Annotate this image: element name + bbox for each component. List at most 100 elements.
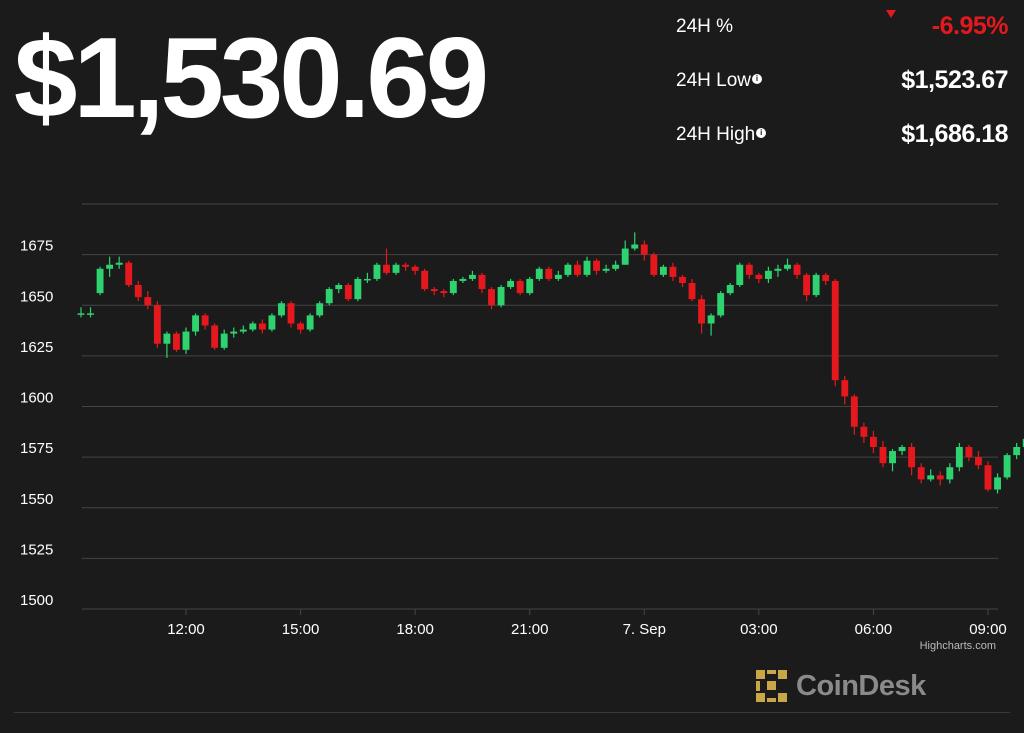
candle-body — [889, 451, 896, 464]
stats-panel: 24H % -6.95% 24H Low i $1,523.67 24H High… — [676, 6, 1009, 168]
info-icon[interactable]: i — [756, 128, 767, 138]
price-chart[interactable]: 1500 1525 1550 1575 1600 1625 1650 1675 12:00 15… — [0, 180, 1024, 650]
candle-body — [230, 331, 238, 334]
highcharts-credit[interactable]: Highcharts.com — [919, 640, 996, 652]
down-arrow-icon — [886, 10, 896, 18]
y-tick-label: 1675 — [20, 238, 53, 255]
candle-body — [106, 264, 114, 269]
candle-body — [134, 285, 142, 298]
candle-body — [516, 280, 524, 294]
candle-body — [994, 477, 1001, 490]
stat-high-label: 24H High — [676, 124, 756, 145]
candle-body — [812, 274, 820, 296]
candle-body — [554, 274, 562, 279]
candle-body — [650, 254, 658, 275]
candle-body — [850, 396, 858, 427]
x-tick-label: 12:00 — [167, 621, 205, 638]
candle-body — [803, 274, 811, 296]
candle-body — [163, 333, 171, 344]
candle-body — [965, 447, 973, 458]
candle-body — [936, 475, 944, 480]
stat-change: 24H % -6.95% — [676, 6, 1009, 60]
candle-body — [77, 313, 85, 315]
candle-body — [87, 313, 94, 315]
y-tick-label: 1525 — [20, 541, 53, 558]
stat-change-value: -6.95% — [931, 12, 1009, 40]
candle-body — [459, 278, 467, 281]
candle-body — [612, 264, 620, 269]
candle-body — [955, 447, 963, 468]
candle-body — [201, 315, 209, 326]
y-tick-label: 1500 — [20, 592, 53, 609]
candle-body — [764, 270, 772, 279]
candle-body — [192, 315, 199, 332]
candle-body — [115, 262, 123, 265]
coindesk-mark-icon — [756, 670, 787, 702]
candle-body — [698, 299, 706, 324]
candle-body — [239, 329, 247, 332]
candle-body — [153, 305, 161, 344]
y-tick-label: 1650 — [20, 288, 53, 305]
candle-body — [879, 447, 887, 464]
candle-body — [488, 289, 495, 306]
candle-body — [297, 323, 305, 330]
stat-change-label: 24H % — [676, 16, 734, 37]
candle-body — [831, 280, 839, 381]
candle-body — [449, 280, 457, 294]
candle-body — [1022, 438, 1024, 447]
candle-body — [316, 303, 324, 316]
y-tick-label: 1625 — [20, 339, 53, 356]
candle-body — [793, 264, 801, 275]
candle-body — [258, 323, 266, 330]
brand-name: CoinDesk — [796, 670, 926, 702]
candle-body — [860, 426, 868, 437]
candle-body — [287, 303, 295, 324]
candle-body — [497, 287, 505, 306]
candle-body — [593, 260, 600, 271]
info-icon[interactable]: i — [752, 74, 762, 84]
candle-body — [669, 266, 677, 277]
candle-body — [402, 264, 410, 267]
candle-body — [659, 266, 667, 275]
grid-lines — [82, 203, 998, 610]
candle-body — [440, 291, 448, 294]
y-tick-label: 1600 — [20, 390, 53, 407]
candle-body — [478, 274, 486, 290]
candle-body — [755, 274, 763, 279]
candle-body — [927, 475, 935, 480]
candle-body — [908, 447, 916, 468]
x-axis: 12:00 15:00 18:00 21:00 7. Sep 03:00 06:00 09:0… — [167, 609, 1007, 638]
x-tick-label: 15:00 — [282, 621, 320, 638]
candle-body — [621, 248, 629, 265]
candle-body — [344, 285, 352, 300]
candle-body — [784, 264, 791, 269]
candle-body — [975, 457, 982, 466]
candle-body — [640, 244, 648, 255]
candle-body — [220, 333, 228, 348]
candles — [77, 232, 1024, 494]
candle-body — [430, 289, 438, 292]
x-tick-label: 09:00 — [969, 621, 1007, 638]
y-tick-label: 1550 — [20, 491, 53, 508]
candle-body — [383, 264, 390, 273]
y-axis: 1500 1525 1550 1575 1600 1625 1650 1675 — [20, 238, 53, 609]
candle-body — [984, 465, 992, 490]
candle-body — [717, 293, 725, 316]
candle-body — [1013, 447, 1021, 456]
candle-body — [421, 270, 429, 290]
stat-low: 24H Low i $1,523.67 — [676, 60, 1008, 114]
candle-body — [411, 266, 419, 271]
y-tick-label: 1575 — [20, 440, 53, 457]
stat-high: 24H High i $1,686.18 — [676, 114, 1008, 168]
candle-body — [736, 264, 744, 285]
x-tick-label: 18:00 — [396, 621, 434, 638]
x-tick-label: 21:00 — [511, 621, 549, 638]
candle-body — [96, 268, 104, 294]
stat-low-value: $1,523.67 — [901, 66, 1008, 94]
candle-body — [268, 315, 276, 330]
candle-body — [392, 264, 400, 273]
candle-body — [707, 315, 715, 324]
candle-body — [917, 467, 925, 480]
candle-body — [182, 331, 190, 350]
x-tick-label: 7. Sep — [623, 621, 666, 638]
